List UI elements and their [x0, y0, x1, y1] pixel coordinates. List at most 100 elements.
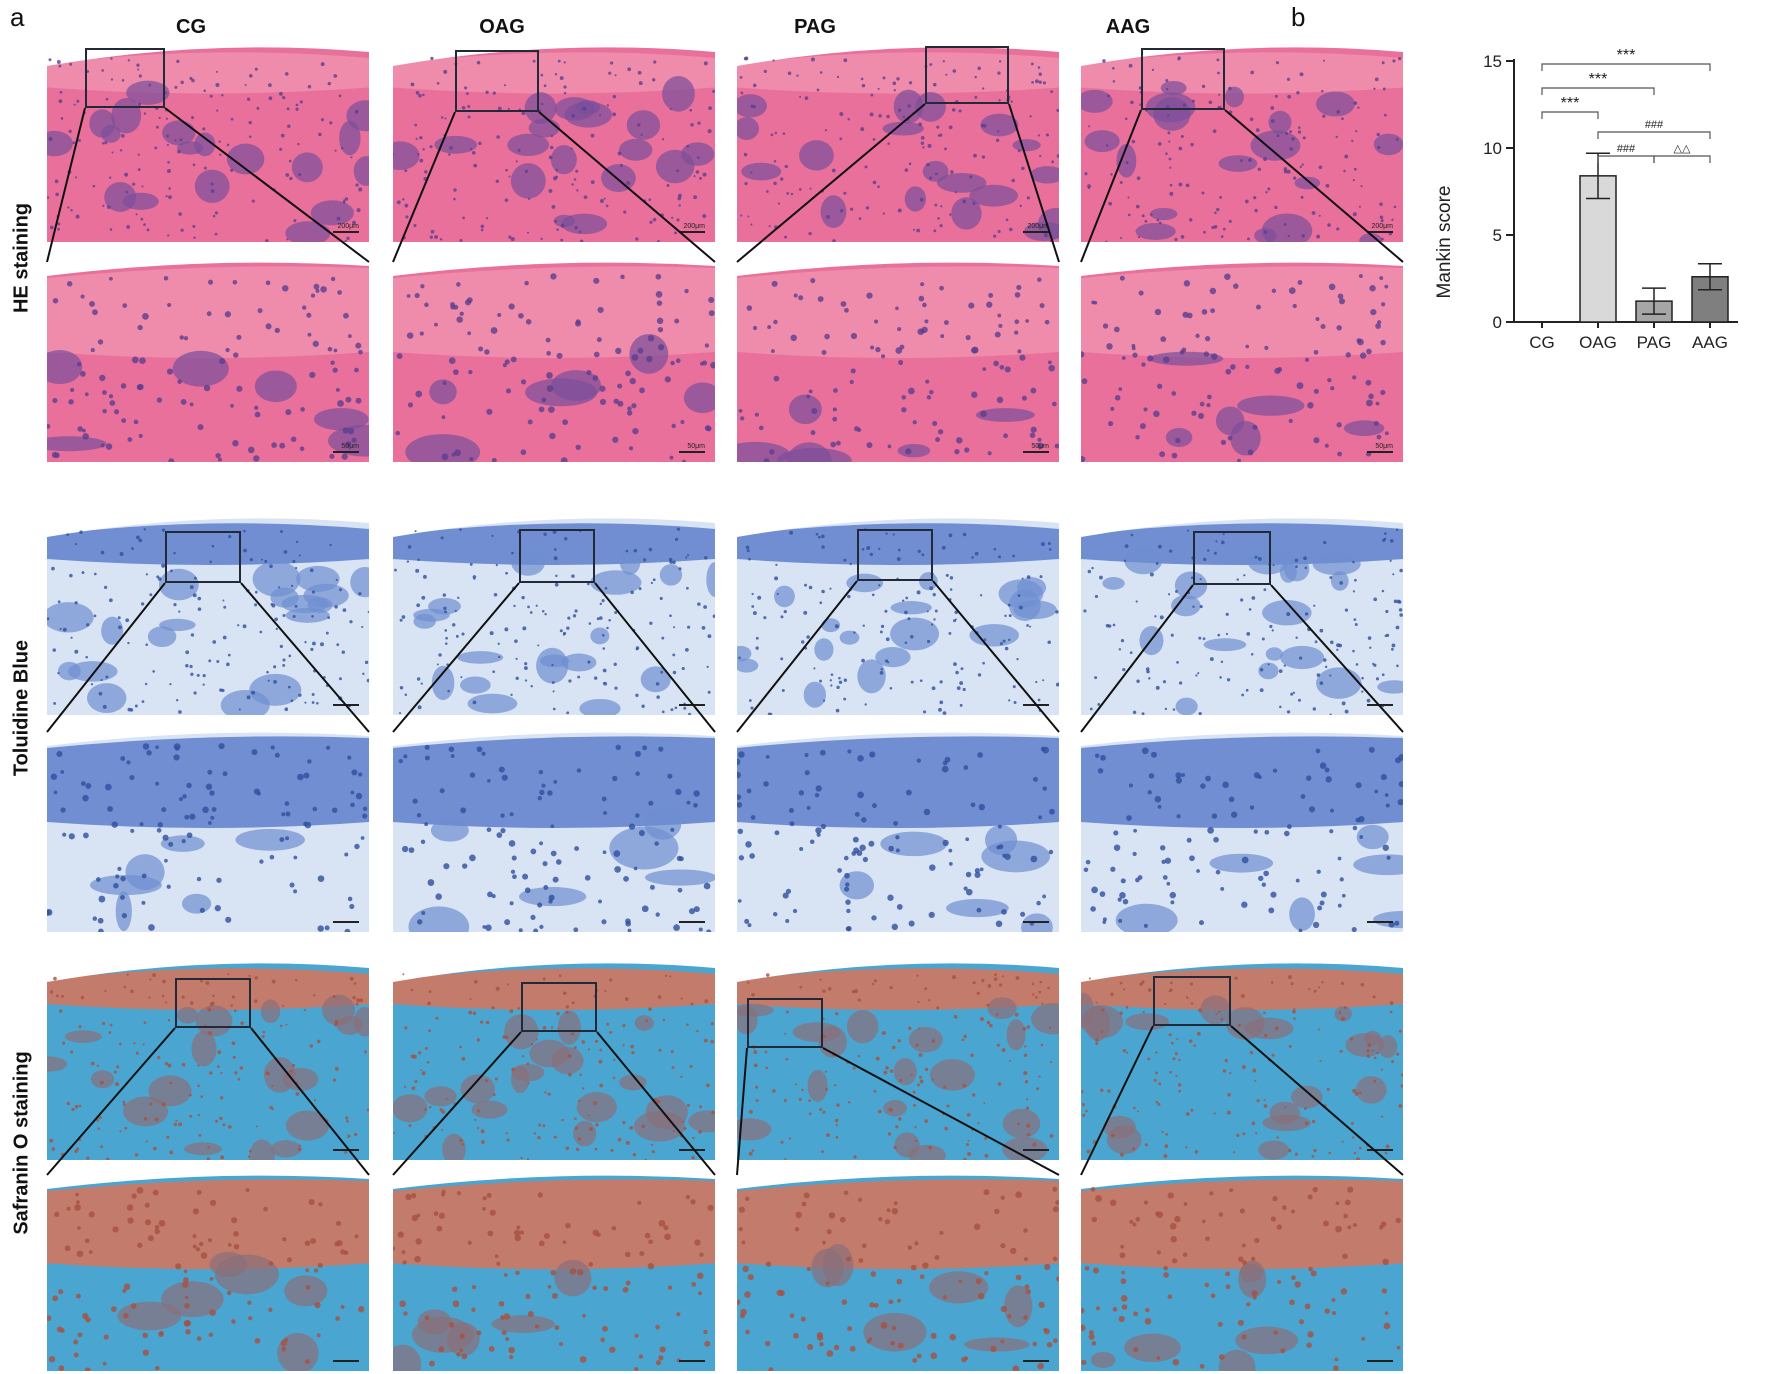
scale-bar-label: 200μm — [1371, 223, 1393, 230]
significance-bracket — [1541, 63, 1711, 71]
zoom-line-right — [538, 111, 716, 263]
scale-bar-label: 200μm — [683, 223, 705, 230]
zoom-line-right — [250, 1027, 370, 1176]
zoom-region-box — [857, 529, 933, 581]
micrograph-he-low-oag: 200μm — [393, 44, 715, 242]
micrograph-tb-low-cg — [47, 515, 369, 715]
zoom-line-left — [736, 580, 858, 733]
significance-bracket — [1541, 111, 1599, 119]
x-tick-label-oag: OAG — [1579, 333, 1617, 352]
y-tick-label: 0 — [1493, 313, 1502, 332]
scale-bar — [679, 231, 705, 233]
zoom-line-right — [240, 582, 370, 733]
micrograph-so-high-pag — [737, 1175, 1059, 1371]
zoom-line-left — [736, 1047, 748, 1176]
scale-bar-label: 200μm — [337, 223, 359, 230]
zoom-line-left — [392, 111, 456, 263]
zoom-region-box — [85, 48, 165, 108]
scale-bar — [333, 921, 359, 923]
scale-bar — [1367, 1360, 1393, 1362]
zoom-line-right — [1008, 103, 1060, 263]
micrograph-he-low-aag: 200μm — [1081, 44, 1403, 242]
zoom-line-left — [46, 107, 86, 263]
zoom-line-right — [164, 107, 370, 263]
scale-bar — [333, 1360, 359, 1362]
zoom-line-left — [1080, 109, 1142, 263]
y-tick-label: 15 — [1483, 52, 1502, 71]
zoom-line-left — [736, 103, 926, 263]
micrograph-so-high-aag — [1081, 1175, 1403, 1371]
zoom-line-left — [1080, 1025, 1154, 1176]
scale-bar — [1023, 1149, 1049, 1151]
zoom-line-right — [1224, 109, 1404, 263]
scale-bar — [1023, 1360, 1049, 1362]
zoom-line-right — [596, 1031, 716, 1176]
scale-bar — [679, 1149, 705, 1151]
significance-label: ### — [1645, 119, 1664, 131]
zoom-region-box — [747, 998, 823, 1048]
micrograph-he-high-oag: 50μm — [393, 262, 715, 462]
significance-label: *** — [1561, 95, 1580, 112]
zoom-region-box — [455, 50, 539, 112]
zoom-region-box — [925, 46, 1009, 104]
scale-bar — [333, 231, 359, 233]
bar-oag — [1579, 175, 1617, 323]
y-axis-label: Mankin score — [1434, 186, 1455, 299]
micrograph-so-low-aag — [1081, 960, 1403, 1160]
scale-bar — [679, 1360, 705, 1362]
micrograph-so-low-oag — [393, 960, 715, 1160]
significance-label: *** — [1589, 71, 1608, 88]
scale-bar-label: 50μm — [341, 443, 359, 450]
zoom-line-right — [1270, 584, 1404, 733]
micrograph-he-high-aag: 50μm — [1081, 262, 1403, 462]
mankin-score-bar-chart: Mankin score 0 5 10 15 CG OAG PAG AAG *** *** *** #… — [1434, 47, 1738, 352]
zoom-line-left — [392, 582, 520, 733]
micrograph-so-low-pag — [737, 960, 1059, 1160]
panel-b-letter: b — [1291, 2, 1306, 32]
micrograph-tb-low-aag — [1081, 515, 1403, 715]
scale-bar-label: 50μm — [687, 443, 705, 450]
zoom-region-box — [519, 529, 595, 583]
scale-bar — [1023, 451, 1049, 453]
scale-bar — [1367, 921, 1393, 923]
micrograph-tb-high-pag — [737, 732, 1059, 932]
micrograph-tb-low-pag — [737, 515, 1059, 715]
zoom-line-left — [46, 582, 166, 733]
x-tick-label-aag: AAG — [1692, 333, 1728, 352]
micrograph-so-low-cg — [47, 960, 369, 1160]
column-label-aag: AAG — [1105, 16, 1151, 38]
y-tick-label: 10 — [1483, 139, 1502, 158]
zoom-line-left — [46, 1027, 176, 1176]
zoom-region-box — [1153, 976, 1231, 1026]
micrograph-he-low-cg: 200μm — [47, 44, 369, 242]
scale-bar — [333, 451, 359, 453]
zoom-region-box — [175, 978, 251, 1028]
scale-bar — [1023, 231, 1049, 233]
micrograph-he-high-pag: 50μm — [737, 262, 1059, 462]
significance-label: *** — [1617, 47, 1636, 64]
scale-bar — [1367, 1149, 1393, 1151]
scale-bar-label: 50μm — [1031, 443, 1049, 450]
micrograph-tb-high-aag — [1081, 732, 1403, 932]
scale-bar-label: 200μm — [1027, 223, 1049, 230]
panel-a-letter: a — [10, 2, 25, 32]
zoom-region-box — [165, 531, 241, 583]
scale-bar — [333, 1149, 359, 1151]
zoom-region-box — [1193, 531, 1271, 585]
zoom-region-box — [1141, 48, 1225, 110]
column-label-pag: PAG — [794, 16, 836, 38]
zoom-line-left — [392, 1031, 522, 1176]
micrograph-he-high-cg: 50μm — [47, 262, 369, 462]
x-tick-label-pag: PAG — [1637, 333, 1672, 352]
zoom-line-right — [594, 582, 716, 733]
significance-label: ### — [1617, 143, 1636, 155]
micrograph-he-low-pag: 200μm — [737, 44, 1059, 242]
scale-bar — [679, 451, 705, 453]
micrograph-tb-low-oag — [393, 515, 715, 715]
micrograph-tb-high-cg — [47, 732, 369, 932]
zoom-region-box — [521, 982, 597, 1032]
scale-bar — [1367, 451, 1393, 453]
x-tick-label-cg: CG — [1529, 333, 1555, 352]
significance-bracket — [1541, 87, 1655, 95]
scale-bar — [1367, 231, 1393, 233]
